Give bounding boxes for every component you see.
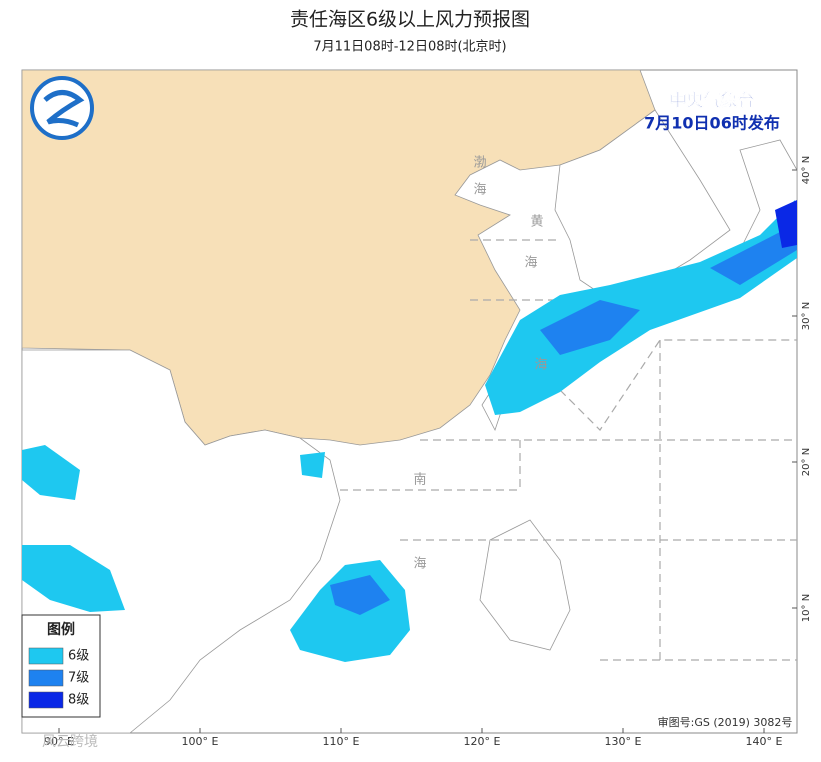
lat-label: 20° N (801, 448, 812, 476)
lon-label: 100° E (182, 735, 219, 748)
subtitle: 7月11日08时-12日08时(北京时) (313, 40, 506, 55)
lon-label: 120° E (464, 735, 501, 748)
legend-label: 8级 (68, 693, 89, 708)
indochina-land (21, 349, 341, 734)
wind-area-7 (330, 575, 390, 615)
sea-label: 海 (473, 183, 486, 198)
wind-area-8 (775, 200, 797, 248)
philippines-land (479, 519, 571, 651)
legend-label: 6级 (68, 649, 89, 664)
lat-label: 40° N (801, 156, 812, 184)
axis-labels: 90° E 100° E 110° E 120° E 130° E 140° E 40° N… (44, 156, 812, 748)
legend-swatch (28, 647, 64, 665)
lon-label: 140° E (746, 735, 783, 748)
wind-area-6 (485, 200, 797, 415)
logo (30, 76, 94, 140)
lon-label: 110° E (323, 735, 360, 748)
zone-boundaries (340, 239, 797, 661)
sea-label: 海 (413, 557, 426, 572)
logo-ring (30, 76, 94, 140)
sea-label: 南 (413, 472, 426, 488)
legend-swatch (28, 669, 64, 687)
lat-label: 30° N (801, 302, 812, 330)
map-frame (21, 69, 798, 734)
lat-label: 10° N (801, 594, 812, 622)
wind-area-7 (540, 230, 797, 355)
sea-label: 渤 (473, 155, 486, 171)
lon-label: 90° E (44, 735, 74, 748)
legend-swatch (28, 691, 64, 709)
legend-title: 图例 (47, 621, 75, 638)
wind-area-6 (22, 445, 325, 612)
agency: 中央气象台 (670, 90, 755, 111)
sea-label: 海 (524, 256, 537, 271)
legend: 图例 6级 7级 8级 (21, 614, 101, 718)
legend-label: 7级 (68, 671, 89, 686)
watermark: 风云跨境 (42, 734, 98, 750)
approval-number: 审图号:GS (2019) 3082号 (658, 715, 793, 729)
logo-mark (43, 90, 85, 128)
lon-label: 130° E (605, 735, 642, 748)
issue-time: 7月10日06时发布 (644, 114, 780, 133)
title: 责任海区6级以上风力预报图 (290, 9, 530, 31)
sea-label: 黄 (530, 215, 543, 230)
sea-label: 海 (534, 358, 547, 373)
